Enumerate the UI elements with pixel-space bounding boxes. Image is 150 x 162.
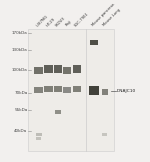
Text: 55kDa: 55kDa: [14, 108, 27, 112]
Text: Raji: Raji: [64, 20, 72, 28]
Bar: [44, 86, 52, 92]
Text: 170kDa: 170kDa: [12, 31, 27, 35]
Text: SGC-7901: SGC-7901: [74, 11, 90, 28]
Bar: [102, 89, 108, 95]
Bar: [54, 86, 62, 92]
Bar: [73, 65, 81, 73]
Text: 100kDa: 100kDa: [12, 68, 27, 72]
Bar: [102, 133, 107, 136]
Bar: [55, 110, 61, 114]
Bar: [89, 86, 99, 95]
Bar: [36, 137, 41, 140]
Text: DNAJC10: DNAJC10: [117, 89, 136, 93]
Bar: [28, 29, 114, 151]
Text: 40kDa: 40kDa: [14, 129, 27, 133]
Text: U-87MG: U-87MG: [36, 14, 49, 28]
Bar: [63, 67, 71, 74]
Bar: [34, 87, 43, 93]
Bar: [54, 65, 62, 73]
Bar: [44, 65, 52, 73]
Bar: [63, 87, 71, 93]
Bar: [90, 40, 99, 45]
Bar: [36, 133, 42, 136]
Text: Mouse Lung: Mouse Lung: [102, 8, 121, 28]
Text: 130kDa: 130kDa: [12, 48, 27, 52]
Text: Mouse pancreas: Mouse pancreas: [91, 3, 116, 28]
Text: 70kDa: 70kDa: [14, 91, 27, 95]
Bar: [34, 67, 43, 74]
Bar: [73, 86, 81, 92]
Text: SKOV3: SKOV3: [55, 16, 67, 28]
Text: HT-29: HT-29: [45, 17, 56, 28]
